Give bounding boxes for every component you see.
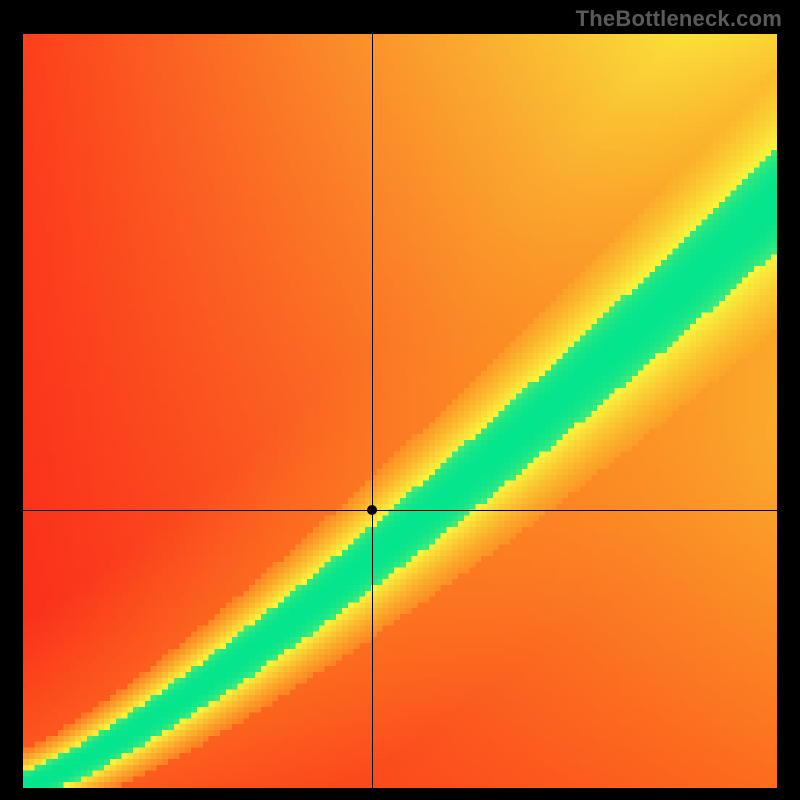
plot-frame: [23, 34, 777, 788]
marker-point: [367, 505, 377, 515]
chart-container: TheBottleneck.com: [0, 0, 800, 800]
heatmap-canvas: [23, 34, 777, 788]
crosshair-vertical: [372, 34, 373, 788]
crosshair-horizontal: [23, 510, 777, 511]
watermark-text: TheBottleneck.com: [576, 6, 782, 32]
